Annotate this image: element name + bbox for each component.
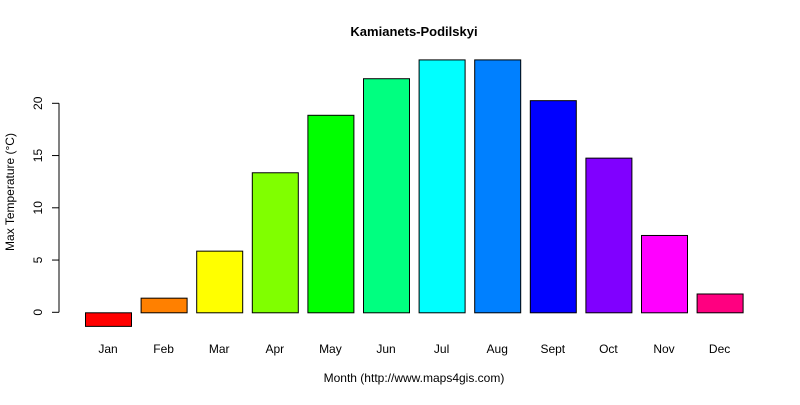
x-tick-label: Jan (98, 342, 117, 356)
y-tick-label: 20 (31, 96, 45, 110)
y-axis-label: Max Temperature (°C) (3, 133, 17, 251)
x-tick-label: Dec (709, 342, 730, 356)
x-tick-label: Jul (434, 342, 449, 356)
bar-nov (641, 234, 688, 314)
x-tick-label: Jun (376, 342, 395, 356)
x-tick-label: Aug (487, 342, 508, 356)
x-tick-label: Apr (265, 342, 284, 356)
x-tick-label: Nov (653, 342, 674, 356)
chart-title: Kamianets-Podilskyi (350, 24, 477, 39)
bar-mar (196, 250, 244, 314)
y-tick-label: 0 (31, 309, 45, 316)
bar-jan (85, 312, 132, 327)
bar-oct (585, 157, 633, 314)
bar-jul (418, 59, 466, 314)
bar-sept (529, 100, 577, 314)
y-axis: 0 5 10 15 20 (31, 96, 60, 316)
bar-dec (696, 293, 744, 314)
x-tick-label: May (319, 342, 342, 356)
bar-feb (140, 297, 188, 314)
bar-jun (363, 78, 410, 314)
x-tick-label: Feb (153, 342, 174, 356)
bar-apr (251, 172, 299, 314)
y-tick-label: 5 (31, 256, 45, 263)
bar-aug (474, 59, 522, 314)
x-tick-labels: Jan Feb Mar Apr May Jun Jul Aug Sept Oct Nov Dec (98, 342, 730, 356)
x-tick-label: Mar (209, 342, 230, 356)
bars (85, 59, 744, 327)
x-tick-label: Oct (599, 342, 618, 356)
x-axis-label: Month (http://www.maps4gis.com) (324, 371, 505, 385)
bar-may (307, 114, 355, 314)
y-tick-label: 10 (31, 201, 45, 215)
y-tick-label: 15 (31, 149, 45, 163)
x-tick-label: Sept (540, 342, 565, 356)
